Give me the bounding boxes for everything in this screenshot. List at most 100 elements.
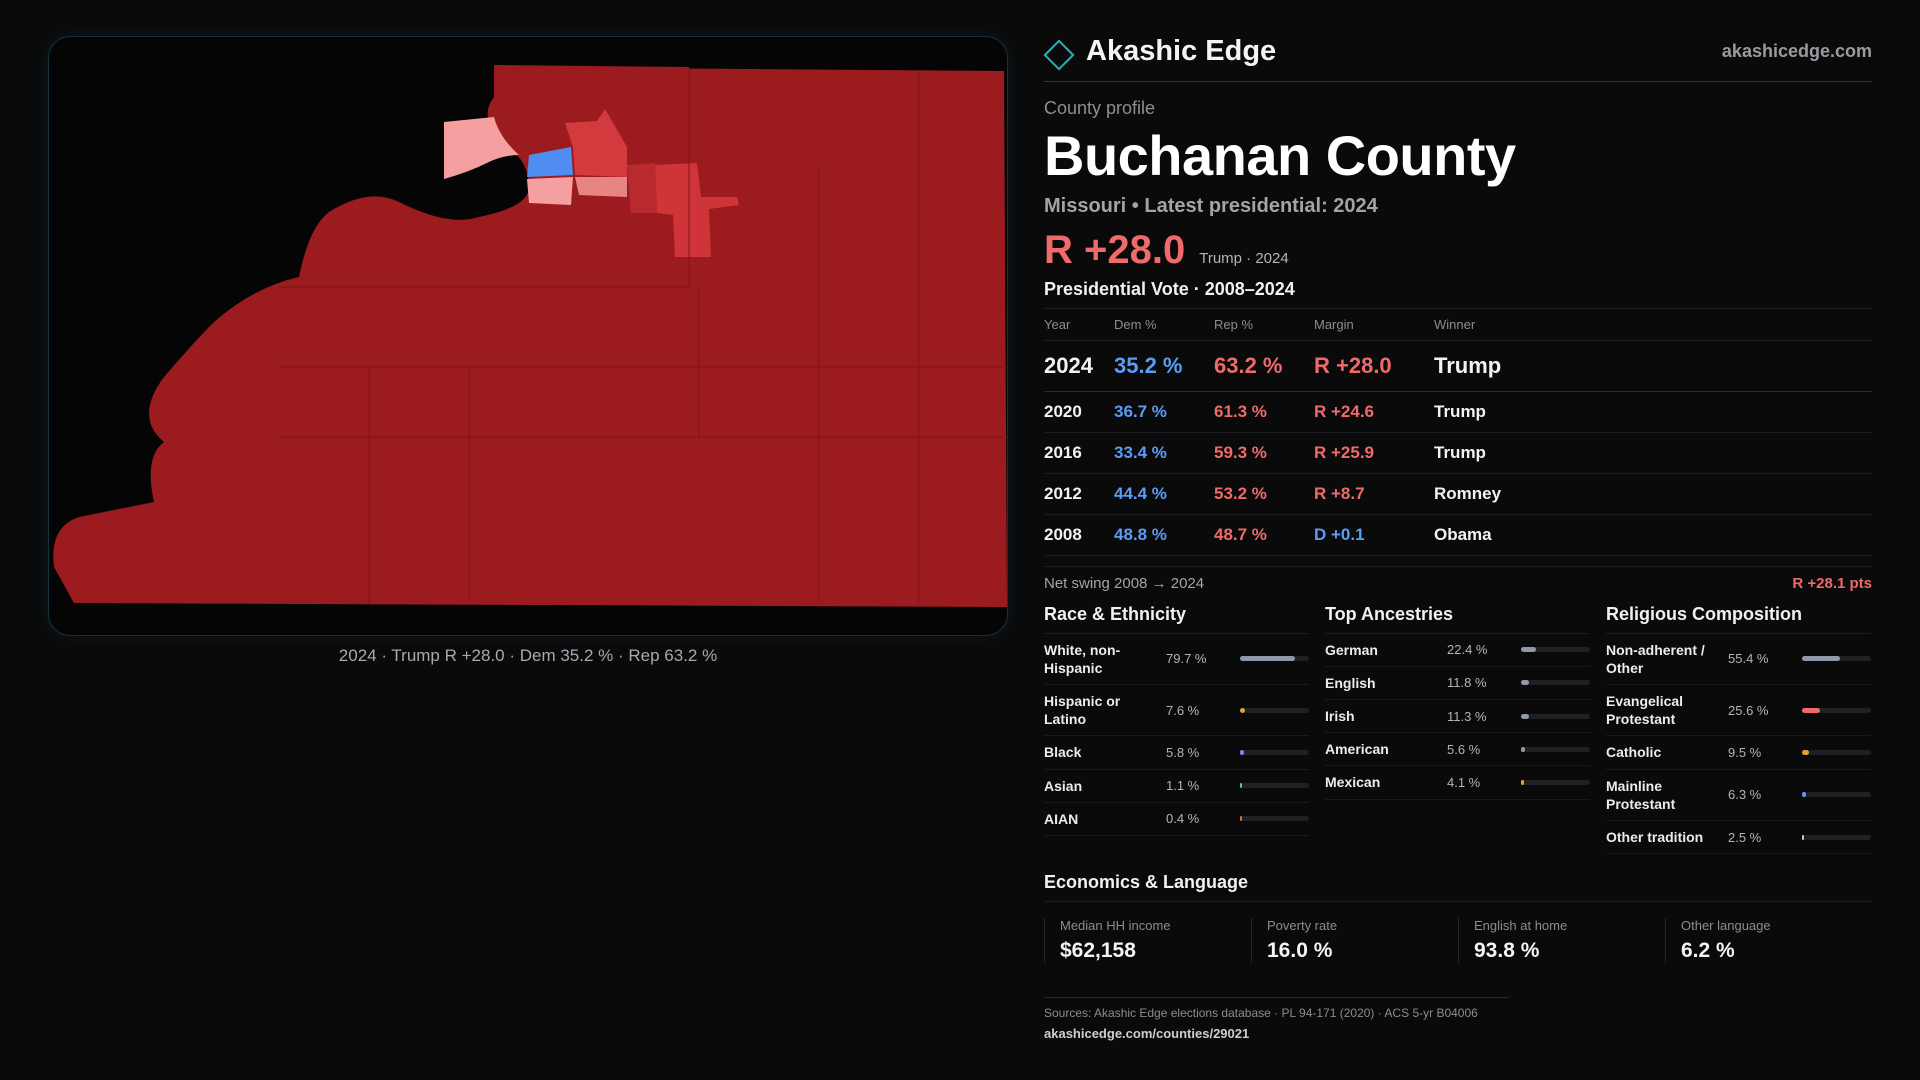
votes-table: Year Dem % Rep % Margin Winner 2024 35.2 … bbox=[1044, 307, 1872, 556]
cell-margin: R +25.9 bbox=[1314, 432, 1434, 474]
map-precinct-dem[interactable] bbox=[527, 147, 573, 177]
list-item: AIAN 0.4 % bbox=[1044, 803, 1309, 836]
county-map-panel[interactable] bbox=[48, 36, 1008, 636]
econ-value: 16.0 % bbox=[1267, 939, 1333, 963]
map-precinct-north[interactable] bbox=[487, 65, 689, 152]
list-item: German 22.4 % bbox=[1325, 634, 1590, 667]
item-label: Mexican bbox=[1325, 774, 1381, 791]
sources-url[interactable]: akashicedge.com/counties/29021 bbox=[1044, 1026, 1250, 1042]
econ-stat: Median HH income $62,158 bbox=[1044, 918, 1251, 964]
item-bar bbox=[1240, 816, 1309, 822]
brand-name[interactable]: Akashic Edge bbox=[1086, 35, 1277, 67]
sources: Sources: Akashic Edge elections database… bbox=[1044, 997, 1509, 1041]
cell-dem: 44.4 % bbox=[1114, 473, 1214, 515]
cell-winner: Trump bbox=[1434, 391, 1872, 433]
cell-margin: R +8.7 bbox=[1314, 473, 1434, 515]
item-label: Black bbox=[1044, 744, 1082, 761]
cell-year: 2020 bbox=[1044, 391, 1114, 433]
table-row[interactable]: 2020 36.7 % 61.3 % R +24.6 Trump bbox=[1044, 391, 1872, 433]
econ-label: Median HH income bbox=[1060, 918, 1171, 934]
item-bar-fill bbox=[1240, 707, 1246, 713]
item-bar bbox=[1802, 656, 1871, 662]
item-value: 22.4 % bbox=[1447, 642, 1488, 658]
item-bar bbox=[1802, 749, 1871, 755]
item-bar-fill bbox=[1802, 792, 1807, 798]
county-profile: Akashic Edge akashicedge.com County prof… bbox=[1043, 30, 1872, 1041]
item-label: Other tradition bbox=[1606, 828, 1704, 845]
list-item: English 11.8 % bbox=[1325, 667, 1590, 700]
margin-note: Trump · 2024 bbox=[1199, 249, 1289, 267]
item-value: 25.6 % bbox=[1728, 702, 1769, 718]
list-item: Non-adherent / Other 55.4 % bbox=[1606, 634, 1871, 685]
list-item: Other tradition 2.5 % bbox=[1606, 821, 1871, 855]
list-item: Mexican 4.1 % bbox=[1325, 766, 1590, 800]
page-title: Buchanan County bbox=[1044, 124, 1516, 187]
cell-year: 2012 bbox=[1044, 473, 1114, 515]
item-bar bbox=[1521, 647, 1590, 653]
item-label: English bbox=[1325, 674, 1376, 691]
item-label: Irish bbox=[1325, 707, 1355, 724]
map-precinct-main[interactable] bbox=[53, 67, 1007, 607]
item-label: Evangelical Protestant bbox=[1606, 692, 1684, 728]
map-precinct-boundaries bbox=[279, 67, 1007, 603]
header-margin: Margin bbox=[1314, 307, 1434, 341]
brand-url[interactable]: akashicedge.com bbox=[1721, 41, 1872, 61]
cell-winner: Obama bbox=[1434, 514, 1872, 556]
race-title: Race & Ethnicity bbox=[1044, 604, 1309, 634]
item-bar bbox=[1802, 707, 1871, 713]
votes-header-row: Year Dem % Rep % Margin Winner bbox=[1044, 307, 1872, 341]
page-eyebrow: County profile bbox=[1044, 98, 1156, 118]
item-bar-fill bbox=[1521, 647, 1537, 653]
map-precinct-light-south[interactable] bbox=[527, 177, 573, 205]
cell-margin: R +28.0 bbox=[1314, 340, 1434, 392]
econ-value: 93.8 % bbox=[1474, 939, 1540, 963]
econ-value: 6.2 % bbox=[1681, 939, 1735, 963]
table-row[interactable]: 2016 33.4 % 59.3 % R +25.9 Trump bbox=[1044, 432, 1872, 474]
cell-year: 2016 bbox=[1044, 432, 1114, 474]
item-value: 6.3 % bbox=[1728, 787, 1762, 803]
table-row[interactable]: 2024 35.2 % 63.2 % R +28.0 Trump bbox=[1044, 340, 1872, 392]
cell-rep: 53.2 % bbox=[1214, 473, 1314, 515]
cell-rep: 61.3 % bbox=[1214, 391, 1314, 433]
item-bar bbox=[1521, 680, 1590, 686]
item-bar-fill bbox=[1802, 707, 1820, 713]
list-item: Hispanic or Latino 7.6 % bbox=[1044, 685, 1309, 737]
table-row[interactable]: 2008 48.8 % 48.7 % D +0.1 Obama bbox=[1044, 514, 1872, 556]
econ-label: Other language bbox=[1681, 918, 1771, 934]
list-item: Irish 11.3 % bbox=[1325, 700, 1590, 734]
econ-stat: Other language 6.2 % bbox=[1665, 918, 1872, 964]
list-item: White, non-Hispanic 79.7 % bbox=[1044, 634, 1309, 685]
item-bar-fill bbox=[1240, 749, 1244, 755]
map-precinct-mid-2[interactable] bbox=[655, 163, 739, 257]
brand-header: Akashic Edge akashicedge.com bbox=[1043, 30, 1872, 82]
item-bar-fill bbox=[1521, 713, 1529, 719]
table-row[interactable]: 2012 44.4 % 53.2 % R +8.7 Romney bbox=[1044, 473, 1872, 515]
item-bar-fill bbox=[1240, 656, 1295, 662]
map-precinct-light-west[interactable] bbox=[444, 117, 519, 179]
cell-dem: 35.2 % bbox=[1114, 340, 1214, 392]
map-precinct-mid-1[interactable] bbox=[565, 109, 627, 177]
cell-rep: 59.3 % bbox=[1214, 432, 1314, 474]
list-item: Mainline Protestant 6.3 % bbox=[1606, 770, 1871, 821]
cell-dem: 48.8 % bbox=[1114, 514, 1214, 556]
list-item: Catholic 9.5 % bbox=[1606, 736, 1871, 770]
item-label: Non-adherent / Other bbox=[1606, 641, 1705, 676]
item-bar-fill bbox=[1521, 779, 1524, 785]
item-bar bbox=[1240, 749, 1309, 755]
cell-margin: D +0.1 bbox=[1314, 514, 1434, 556]
header-year: Year bbox=[1044, 307, 1114, 341]
item-value: 5.6 % bbox=[1447, 741, 1481, 757]
cell-margin: R +24.6 bbox=[1314, 391, 1434, 433]
item-bar-fill bbox=[1802, 834, 1804, 840]
county-map[interactable] bbox=[49, 37, 1008, 636]
map-precinct-mid-3[interactable] bbox=[627, 163, 657, 213]
item-bar bbox=[1521, 779, 1590, 785]
item-value: 9.5 % bbox=[1728, 744, 1762, 760]
cell-year: 2008 bbox=[1044, 514, 1114, 556]
list-item: Evangelical Protestant 25.6 % bbox=[1606, 685, 1871, 737]
econ-value: $62,158 bbox=[1060, 939, 1136, 963]
econ-label: Poverty rate bbox=[1267, 918, 1338, 934]
map-precinct-light-mid[interactable] bbox=[575, 177, 627, 197]
item-bar bbox=[1521, 713, 1590, 719]
item-value: 0.4 % bbox=[1166, 811, 1200, 827]
